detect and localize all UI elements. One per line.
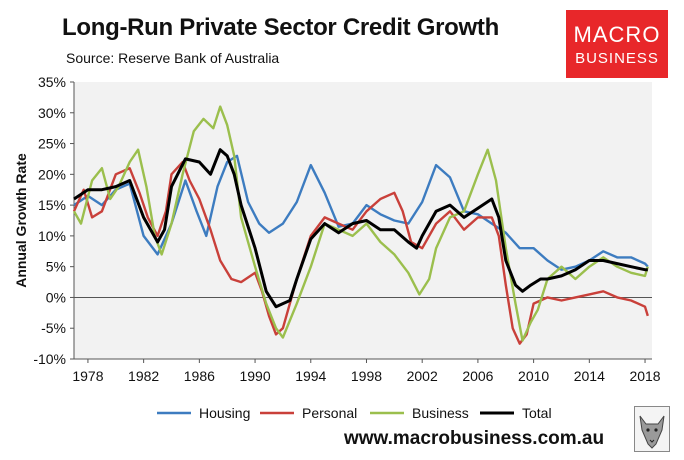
y-tick-label: -5% [41,320,66,336]
x-tick-label: 1990 [239,368,270,384]
logo-line1: MACRO [573,22,661,47]
x-tick-label: 2002 [407,368,438,384]
x-tick-label: 1994 [295,368,326,384]
y-tick-label: 10% [38,228,66,244]
x-tick-label: 1978 [72,368,103,384]
x-tick-label: 2010 [518,368,549,384]
logo-line2: BUSINESS [575,50,659,67]
chart-title: Long-Run Private Sector Credit Growth [62,14,499,41]
x-tick-label: 1998 [351,368,382,384]
y-tick-label: 30% [38,105,66,121]
macrobusiness-logo: MACRO BUSINESS [566,10,668,78]
y-tick-label: 35% [38,74,66,90]
x-tick-label: 2006 [462,368,493,384]
website-url: www.macrobusiness.com.au [344,428,605,449]
y-tick-label: 20% [38,166,66,182]
series-line-total [73,148,648,309]
x-tick-label: 1986 [184,368,215,384]
x-tick-label: 2018 [629,368,660,384]
y-tick-label: 15% [38,197,66,213]
wolf-mascot-icon [634,406,670,452]
x-tick-label: 2014 [574,368,605,384]
legend-label-total: Total [522,405,552,421]
y-axis-label: Annual Growth Rate [13,153,29,288]
chart-subtitle: Source: Reserve Bank of Australia [66,50,280,66]
legend-label-housing: Housing [199,405,250,421]
y-tick-label: 0% [46,289,66,305]
y-tick-label: 5% [46,259,66,275]
legend-label-business: Business [412,405,469,421]
y-tick-label: -10% [33,351,66,367]
x-tick-label: 1982 [128,368,159,384]
y-tick-label: 25% [38,136,66,152]
legend-label-personal: Personal [302,405,357,421]
